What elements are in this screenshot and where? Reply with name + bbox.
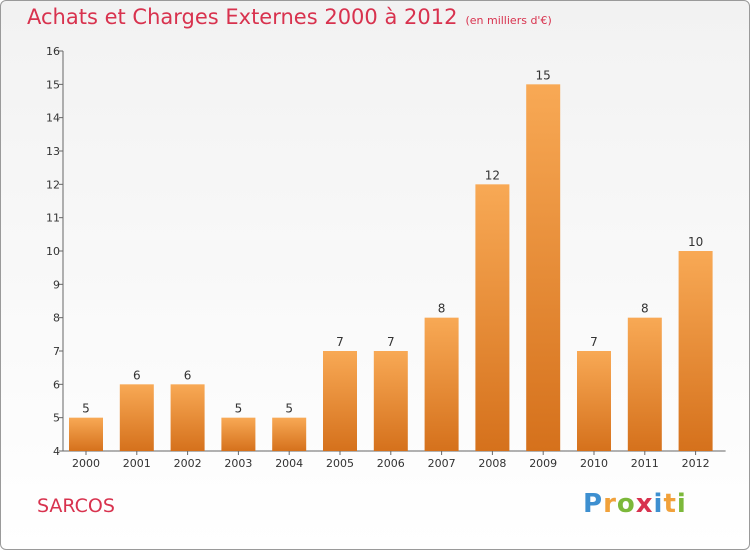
logo-letter: i (676, 489, 687, 519)
y-tick-label: 7 (53, 345, 60, 358)
bar (577, 351, 611, 451)
y-tick-label: 10 (46, 245, 60, 258)
bar (69, 417, 103, 451)
y-tick-label: 9 (53, 278, 60, 291)
x-tick-label: 2008 (478, 457, 506, 470)
y-tick-label: 12 (46, 178, 60, 191)
x-tick-label: 2007 (428, 457, 456, 470)
bar-value-label: 5 (285, 402, 293, 416)
logo-letter: r (603, 489, 617, 519)
chart-title: Achats et Charges Externes 2000 à 2012 (e… (27, 5, 552, 29)
bar-value-label: 10 (688, 235, 703, 249)
logo-letter: o (616, 489, 636, 519)
chart-title-text: Achats et Charges Externes 2000 à 2012 (27, 5, 458, 29)
x-tick-label: 2002 (174, 457, 202, 470)
bar (323, 351, 357, 451)
bar-value-label: 5 (235, 402, 243, 416)
x-tick-label: 2010 (580, 457, 608, 470)
bar (119, 384, 154, 451)
bar (678, 251, 713, 451)
bar (627, 317, 662, 451)
x-tick-label: 2003 (224, 457, 252, 470)
logo-letter: x (635, 489, 654, 519)
bar-value-label: 6 (184, 368, 192, 382)
x-tick-label: 2001 (123, 457, 151, 470)
bar-value-label: 7 (387, 335, 395, 349)
y-tick-label: 5 (53, 412, 60, 425)
x-tick-label: 2011 (631, 457, 659, 470)
bar (373, 351, 408, 451)
bar-value-label: 8 (641, 302, 649, 316)
bar-value-label: 7 (590, 335, 598, 349)
commune-name: SARCOS (37, 495, 115, 517)
y-tick-label: 14 (46, 112, 60, 125)
bar-value-label: 6 (133, 368, 141, 382)
y-tick-label: 16 (46, 45, 60, 58)
y-tick-label: 8 (53, 312, 60, 325)
x-tick-label: 2000 (72, 457, 100, 470)
y-tick-label: 13 (46, 145, 60, 158)
y-tick-label: 11 (46, 212, 60, 225)
bar (424, 317, 459, 451)
bar (475, 184, 510, 452)
bar-value-label: 12 (485, 168, 500, 182)
bar (170, 384, 205, 451)
bar-value-label: 7 (336, 335, 344, 349)
bar (221, 417, 256, 451)
y-tick-label: 4 (53, 445, 60, 458)
y-tick-label: 6 (53, 378, 60, 391)
bar-value-label: 8 (438, 302, 446, 316)
bar-value-label: 5 (82, 402, 90, 416)
proxiti-logo: Proxiti (583, 489, 687, 519)
logo-letter: t (663, 489, 677, 519)
logo-letter: i (653, 489, 664, 519)
y-tick-label: 15 (46, 78, 60, 91)
bar (272, 417, 307, 451)
logo-letter: P (583, 489, 604, 519)
x-tick-label: 2005 (326, 457, 354, 470)
x-tick-label: 2006 (377, 457, 405, 470)
chart-unit: (en milliers d'€) (465, 14, 552, 27)
x-tick-label: 2004 (275, 457, 303, 470)
bar-value-label: 15 (536, 68, 551, 82)
x-tick-label: 2009 (529, 457, 557, 470)
x-tick-label: 2012 (682, 457, 710, 470)
bar (526, 84, 561, 451)
